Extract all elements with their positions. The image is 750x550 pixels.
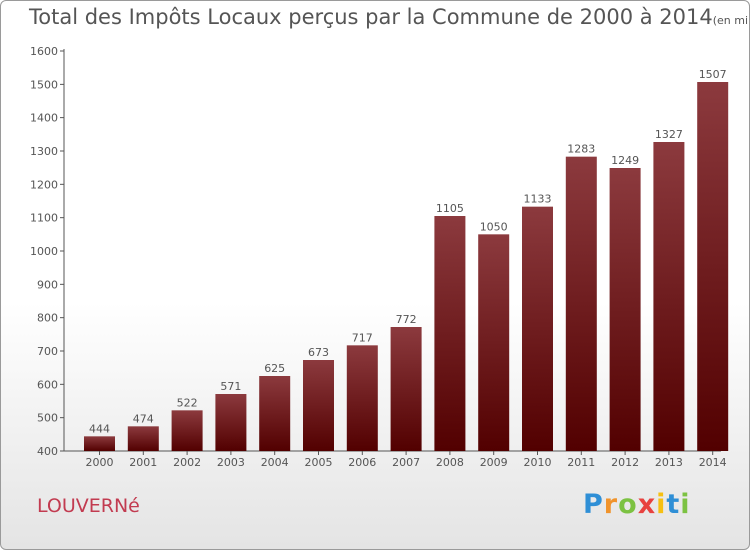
logo-letter: P: [583, 489, 604, 520]
x-tick-label: 2004: [261, 456, 289, 469]
x-tick-label: 2011: [567, 456, 595, 469]
x-tick-label: 2009: [480, 456, 508, 469]
y-tick-label: 1500: [30, 78, 58, 91]
x-tick-label: 2008: [436, 456, 464, 469]
y-tick-label: 500: [37, 412, 58, 425]
bar-2006: [346, 345, 378, 451]
data-label: 1283: [567, 143, 595, 156]
data-labels: 444 474 522 571 625 673 717 772 1105 1050 1133 1283…: [89, 68, 727, 435]
data-label: 625: [264, 362, 285, 375]
x-tick-label: 2002: [173, 456, 201, 469]
bar-2012: [609, 168, 641, 451]
bar-2007: [390, 327, 422, 451]
data-label: 1105: [436, 202, 464, 215]
data-label: 444: [89, 422, 110, 435]
x-tick-label: 2012: [611, 456, 639, 469]
data-label: 474: [133, 412, 154, 425]
axes: 400 500 600 700 800 900 1000 1100 1200 1300 1400 15…: [30, 45, 727, 469]
data-label: 522: [177, 396, 198, 409]
title-unit: (en milliers d'€): [712, 14, 749, 27]
bar-2014: [697, 82, 729, 451]
data-label: 1133: [524, 193, 552, 206]
bar-2003: [215, 394, 247, 451]
data-label: 673: [308, 346, 329, 359]
x-tick-label: 2001: [129, 456, 157, 469]
x-tick-label: 2013: [655, 456, 683, 469]
bar-2005: [303, 360, 334, 451]
y-tick-label: 1300: [30, 145, 58, 158]
title-main: Total des Impôts Locaux perçus par la Co…: [29, 5, 713, 29]
bar-2013: [653, 142, 685, 451]
data-label: 717: [352, 331, 373, 344]
y-tick-label: 1600: [30, 45, 58, 58]
bar-2009: [478, 234, 510, 451]
x-tick-label: 2014: [699, 456, 727, 469]
data-label: 772: [396, 313, 417, 326]
chart-title: Total des Impôts Locaux perçus par la Co…: [29, 5, 749, 29]
y-tick-label: 1200: [30, 178, 58, 191]
y-tick-label: 1100: [30, 212, 58, 225]
data-label: 1327: [655, 128, 683, 141]
bar-2010: [522, 206, 553, 451]
y-tick-label: 700: [37, 345, 58, 358]
data-label: 1249: [611, 154, 639, 167]
bar-2000: [84, 436, 115, 451]
x-tick-label: 2000: [86, 456, 114, 469]
x-tick-label: 2010: [524, 456, 552, 469]
logo-letter: r: [603, 489, 619, 520]
data-label: 571: [220, 380, 241, 393]
bar-2011: [565, 156, 597, 451]
bar-2008: [434, 216, 466, 451]
logo-letter: x: [637, 489, 657, 520]
y-tick-label: 800: [37, 312, 58, 325]
y-tick-label: 600: [37, 378, 58, 391]
y-tick-label: 1400: [30, 112, 58, 125]
data-label: 1507: [699, 68, 727, 81]
bar-2001: [127, 426, 159, 451]
logo-letter: t: [666, 489, 681, 520]
logo-letter: o: [618, 489, 638, 520]
x-tick-label: 2006: [348, 456, 376, 469]
x-tick-label: 2003: [217, 456, 245, 469]
x-tick-label: 2007: [392, 456, 420, 469]
y-tick-label: 900: [37, 278, 58, 291]
bar-2004: [259, 376, 291, 451]
logo-letter: i: [680, 489, 691, 520]
x-tick-label: 2005: [305, 456, 333, 469]
bar-2002: [171, 410, 203, 451]
logo-letter: i: [656, 489, 667, 520]
proxiti-logo: Proxiti: [583, 489, 691, 520]
data-label: 1050: [480, 220, 508, 233]
commune-name: LOUVERNé: [37, 495, 140, 517]
bars: [84, 82, 729, 451]
y-tick-label: 400: [37, 445, 58, 458]
y-tick-label: 1000: [30, 245, 58, 258]
